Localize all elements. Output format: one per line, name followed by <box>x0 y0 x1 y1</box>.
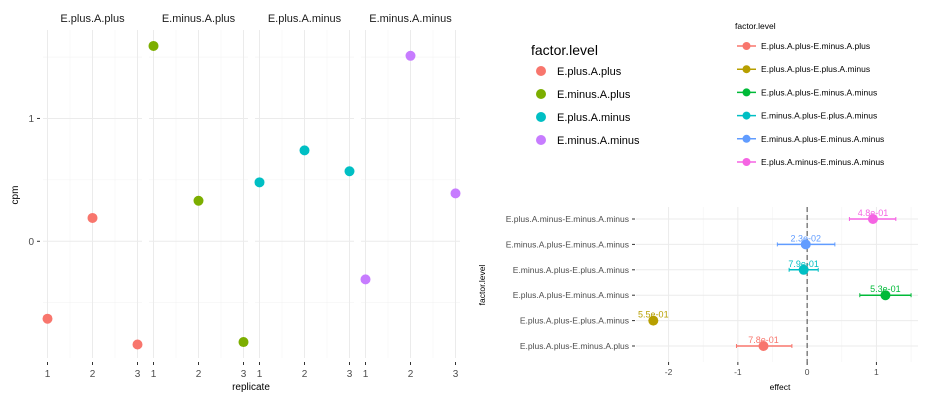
p-value-label: 5.3e-01 <box>870 284 901 294</box>
effect-point <box>880 290 891 301</box>
x-tick-label: 2 <box>90 369 96 380</box>
y-tick-label: 0 <box>28 237 34 248</box>
legend-title: factor.level <box>531 42 598 58</box>
effect-point <box>648 315 659 326</box>
x-tick-label: 3 <box>241 369 247 380</box>
p-value-label: 5.5e-01 <box>638 310 669 320</box>
legend-key <box>536 89 546 99</box>
legend-key-point <box>742 134 751 143</box>
y-tick-label: E.plus.A.plus-E.plus.A.minus <box>520 316 629 326</box>
effect-point <box>798 264 809 275</box>
legend-label: E.plus.A.plus-E.minus.A.plus <box>761 41 870 51</box>
legend-label: E.plus.A.plus-E.plus.A.minus <box>761 64 870 74</box>
effect-point <box>758 341 769 351</box>
x-tick-label: 1 <box>257 369 263 380</box>
legend-label: E.plus.A.minus <box>557 112 631 124</box>
y-tick-label: E.plus.A.plus-E.minus.A.plus <box>520 341 629 351</box>
p-value-label: 4.8e-01 <box>858 208 889 218</box>
legend-label: E.plus.A.plus-E.minus.A.minus <box>761 87 877 97</box>
data-point <box>132 339 143 350</box>
x-tick-label: -1 <box>734 367 742 377</box>
x-tick-label: 3 <box>453 369 459 380</box>
facet-panel-E.minus.A.plus: E.minus.A.plus 1 2 3 <box>148 13 249 380</box>
y-tick-label: E.minus.A.plus-E.minus.A.minus <box>506 239 629 249</box>
p-value-label: 7.8e-01 <box>748 335 779 345</box>
p-value-label: 7.9e-01 <box>788 259 819 269</box>
data-point <box>344 166 355 177</box>
effect-row: 4.8e-01 E.plus.A.minus-E.minus.A.minus <box>506 208 897 224</box>
data-point <box>87 212 98 223</box>
legend-key-point <box>742 111 751 120</box>
facet-strip-label: E.minus.A.plus <box>162 13 236 25</box>
legend-key-point <box>742 42 751 50</box>
effect-point <box>867 214 878 224</box>
data-point <box>450 188 461 199</box>
legend-label: E.minus.A.plus-E.plus.A.minus <box>761 111 877 121</box>
effect-row: 5.5e-01 E.plus.A.plus-E.plus.A.minus <box>520 310 669 326</box>
legend-title: factor.level <box>735 21 776 31</box>
facet-panel-E.plus.A.plus: E.plus.A.plus 1 2 3 <box>42 13 143 380</box>
y-tick-label: E.plus.A.plus-E.minus.A.minus <box>513 290 629 300</box>
facet-strip-label: E.minus.A.minus <box>369 13 452 25</box>
y-tick-label: E.minus.A.plus-E.plus.A.minus <box>513 265 629 275</box>
facet-strip-label: E.plus.A.plus <box>60 13 125 25</box>
facet-panel-E.plus.A.minus: E.plus.A.minus 1 2 3 <box>254 13 355 380</box>
x-tick-label: 1 <box>151 369 157 380</box>
legend-key <box>536 66 546 76</box>
effect-row: 7.9e-01 E.minus.A.plus-E.plus.A.minus <box>513 259 819 275</box>
data-point <box>360 274 371 285</box>
y-tick-label: 1 <box>28 114 34 125</box>
legend-label: E.plus.A.minus-E.minus.A.minus <box>761 157 884 167</box>
x-tick-label: 2 <box>408 369 414 380</box>
legend-label: E.minus.A.plus-E.minus.A.minus <box>761 134 884 144</box>
legend-key <box>536 135 546 145</box>
facet-panel-E.minus.A.minus: E.minus.A.minus 1 2 3 <box>360 13 461 380</box>
effect-panel: 7.8e-01 E.plus.A.plus-E.minus.A.plus 5.5e-… <box>506 207 918 362</box>
p-value-label: 2.3e-02 <box>790 233 821 243</box>
legend-label: E.plus.A.plus <box>557 66 622 78</box>
x-tick-label: 1 <box>874 367 879 377</box>
legend-key-point <box>742 88 751 97</box>
legend-label: E.minus.A.minus <box>557 135 640 147</box>
data-point <box>299 145 310 156</box>
y-axis-title: cpm <box>10 186 21 205</box>
legend-key-point <box>742 158 751 166</box>
data-point <box>148 40 159 51</box>
x-axis-title: effect <box>770 382 791 392</box>
x-tick-label: 3 <box>347 369 353 380</box>
data-point <box>238 337 249 348</box>
data-point <box>254 177 265 188</box>
legend-key <box>536 112 546 122</box>
data-point <box>405 50 416 61</box>
x-tick-label: 2 <box>302 369 308 380</box>
x-tick-label: 1 <box>363 369 369 380</box>
x-tick-label: 2 <box>196 369 202 380</box>
effect-row: 5.3e-01 E.plus.A.plus-E.minus.A.minus <box>513 284 912 301</box>
facet-strip-label: E.plus.A.minus <box>268 13 342 25</box>
x-axis-title: replicate <box>232 382 270 393</box>
data-point <box>193 195 204 206</box>
legend-key-point <box>742 65 751 74</box>
y-axis-title: factor.level <box>477 265 487 306</box>
effect-row: 7.8e-01 E.plus.A.plus-E.minus.A.plus <box>520 335 793 351</box>
data-point <box>42 313 53 324</box>
legend-label: E.minus.A.plus <box>557 89 631 101</box>
legend-facets: factor.level E.plus.A.plus E.minus.A.plus E… <box>531 42 640 147</box>
y-tick-label: E.plus.A.minus-E.minus.A.minus <box>506 214 629 224</box>
legend-contrasts: factor.level E.plus.A.plus-E.minus.A.plus… <box>735 21 884 167</box>
x-tick-label: -2 <box>665 367 673 377</box>
x-tick-label: 0 <box>805 367 810 377</box>
x-tick-label: 3 <box>135 369 141 380</box>
effect-row: 2.3e-02 E.minus.A.plus-E.minus.A.minus <box>506 233 836 250</box>
x-tick-label: 1 <box>45 369 51 380</box>
effect-point <box>800 239 811 250</box>
